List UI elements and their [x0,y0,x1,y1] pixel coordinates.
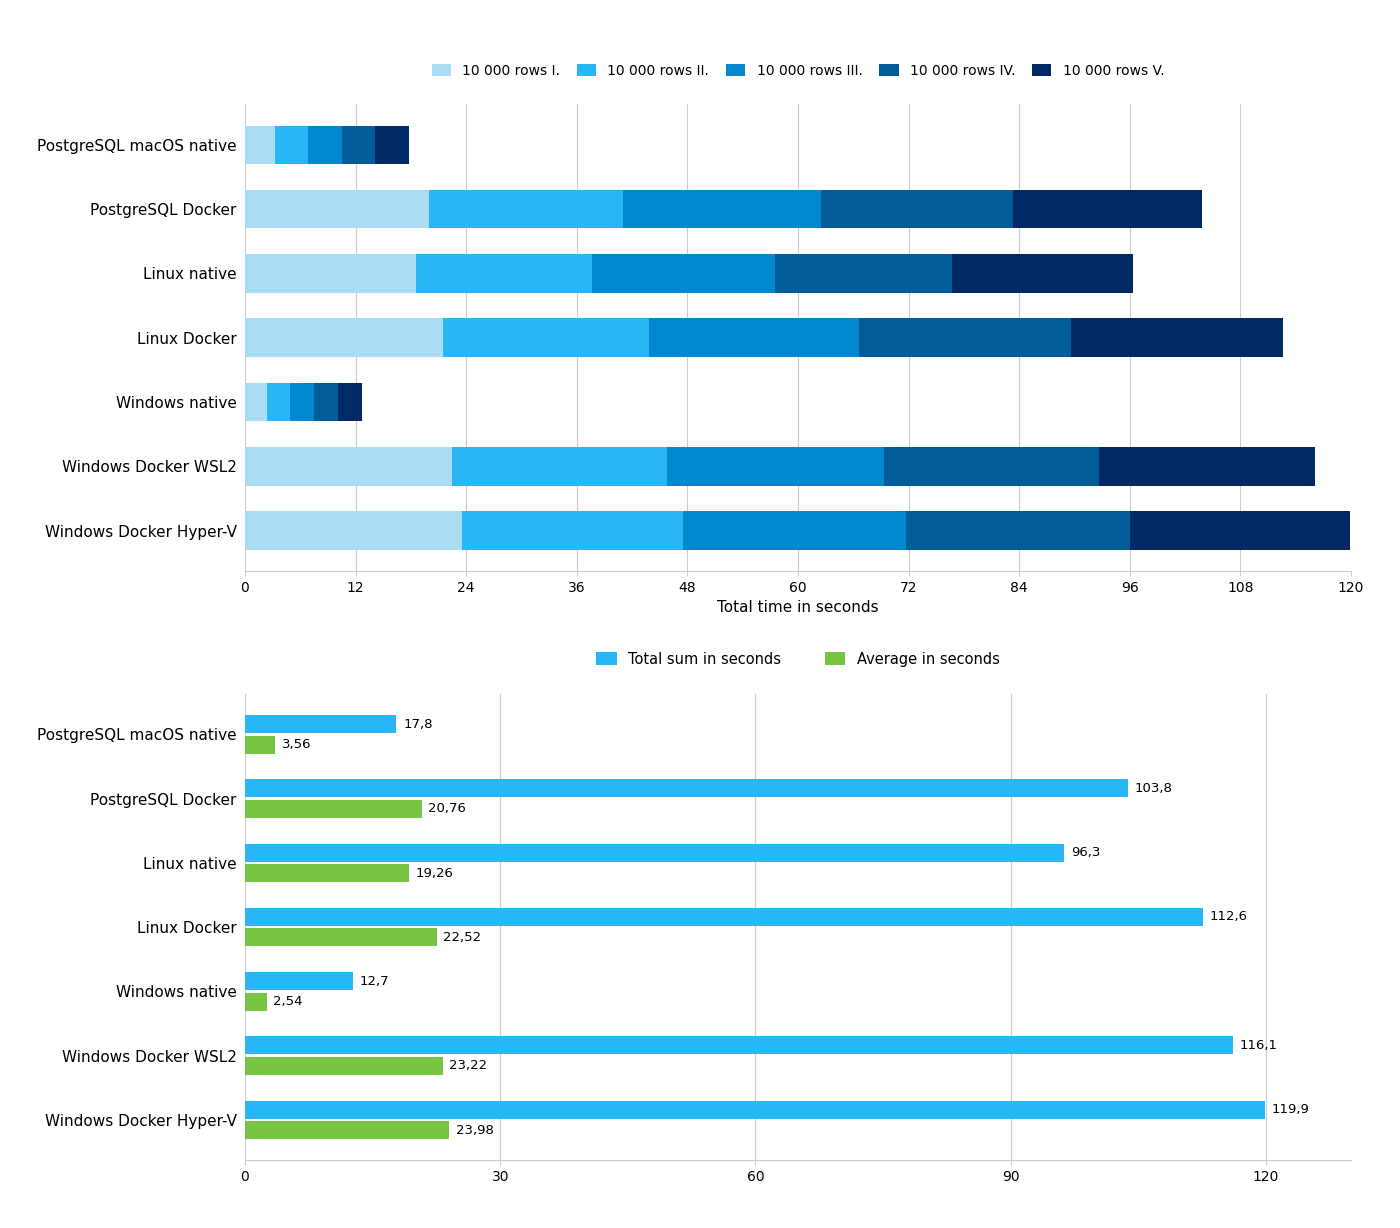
Bar [883,447,1099,485]
Bar [245,736,276,754]
Bar [245,1121,449,1140]
Legend: 10 000 rows I., 10 000 rows II., 10 000 rows III., 10 000 rows IV., 10 000 rows : 10 000 rows I., 10 000 rows II., 10 000 … [426,58,1170,84]
Bar [430,190,623,228]
Bar [337,383,363,421]
Bar [245,1100,1266,1119]
Text: 20,76: 20,76 [428,802,466,815]
Bar [1012,190,1201,228]
Bar [245,1057,442,1074]
Bar [276,125,308,165]
Text: 19,26: 19,26 [416,867,454,879]
Bar [245,511,462,550]
Text: 103,8: 103,8 [1135,782,1173,795]
Bar [906,511,1130,550]
Text: 119,9: 119,9 [1271,1103,1310,1116]
Bar [683,511,906,550]
Bar [245,907,1203,926]
Bar [245,865,409,882]
Bar [623,190,820,228]
Bar [245,254,416,292]
Bar [858,318,1071,357]
Bar [245,799,421,818]
Text: 23,98: 23,98 [456,1124,494,1137]
Bar [1099,447,1315,485]
X-axis label: Total time in seconds: Total time in seconds [717,600,879,615]
Bar [375,125,409,165]
Bar [245,844,1064,862]
Bar [245,447,452,485]
Bar [648,318,858,357]
Bar [452,447,668,485]
Text: 12,7: 12,7 [360,975,389,987]
Bar [308,125,342,165]
Text: 2,54: 2,54 [273,995,302,1008]
Bar [245,780,1128,797]
Bar [444,318,648,357]
Bar [1130,511,1350,550]
Bar [245,715,396,733]
Text: 116,1: 116,1 [1239,1039,1278,1052]
Legend: Total sum in seconds, Average in seconds: Total sum in seconds, Average in seconds [591,646,1005,673]
Text: 23,22: 23,22 [449,1060,487,1072]
Text: 96,3: 96,3 [1071,846,1100,860]
Bar [245,928,437,947]
Bar [267,383,290,421]
Text: 22,52: 22,52 [444,931,482,944]
Bar [342,125,375,165]
Bar [245,383,267,421]
Text: 112,6: 112,6 [1210,910,1247,923]
Bar [245,318,444,357]
Bar [245,973,353,990]
Bar [952,254,1133,292]
Text: 3,56: 3,56 [281,738,312,752]
Bar [592,254,776,292]
Bar [245,1036,1233,1055]
Bar [245,125,276,165]
Bar [416,254,592,292]
Bar [668,447,883,485]
Bar [245,992,266,1011]
Text: 17,8: 17,8 [403,717,433,731]
Bar [462,511,683,550]
Bar [245,190,430,228]
Bar [290,383,314,421]
Bar [314,383,337,421]
Bar [820,190,1012,228]
Bar [776,254,952,292]
Bar [1071,318,1282,357]
